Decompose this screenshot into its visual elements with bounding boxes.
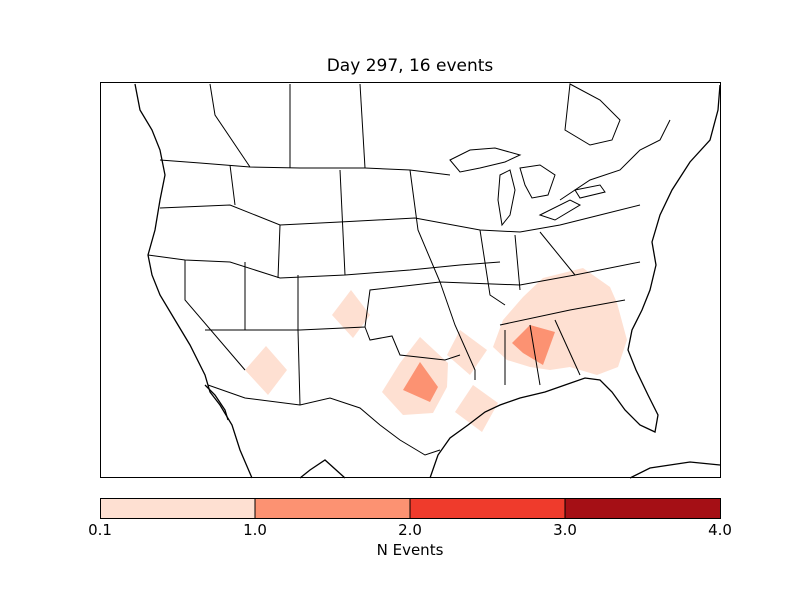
- event-region-arizona: [245, 346, 287, 395]
- gulf-coastline: [299, 459, 346, 479]
- colorbar-tick-label: 2.0: [398, 521, 422, 539]
- event-region-texas-core: [403, 362, 438, 402]
- hudson-bay-area: [564, 83, 621, 146]
- colorbar-bin: [410, 498, 565, 518]
- colorbar-frame: [100, 498, 721, 519]
- colorbar-tick-label: 3.0: [553, 521, 577, 539]
- west-coastline: [134, 83, 253, 479]
- colorbar-tick-label: 1.0: [243, 521, 267, 539]
- mexico-border: [207, 384, 441, 456]
- colorbar-tick-label: 0.1: [88, 521, 112, 539]
- event-region-louisiana: [455, 385, 498, 432]
- boundaries: [134, 83, 721, 479]
- lake-huron: [519, 164, 556, 199]
- colorbar: [100, 498, 721, 519]
- lake-michigan: [497, 169, 516, 227]
- lake-erie: [538, 199, 582, 221]
- colorbar-bin: [255, 498, 410, 518]
- colorbar-bin: [100, 498, 255, 518]
- canada-border: [159, 159, 451, 176]
- map-title: Day 297, 16 events: [326, 56, 494, 76]
- colorbar-bin: [565, 498, 720, 518]
- event-region-colorado: [332, 290, 370, 338]
- colorbar-tick-label: 4.0: [708, 521, 732, 539]
- baja-coastline: [204, 384, 229, 421]
- colorbar-label: N Events: [376, 541, 444, 559]
- canada-border-east: [559, 119, 671, 201]
- mexico-caribbean-coast: [629, 461, 721, 479]
- lake-ontario: [574, 184, 606, 199]
- map-frame: [100, 82, 721, 478]
- lake-superior: [449, 147, 522, 173]
- event-density-layer: [245, 268, 627, 432]
- gulf-coastline-us: [429, 84, 721, 479]
- event-region-southeast: [493, 268, 627, 375]
